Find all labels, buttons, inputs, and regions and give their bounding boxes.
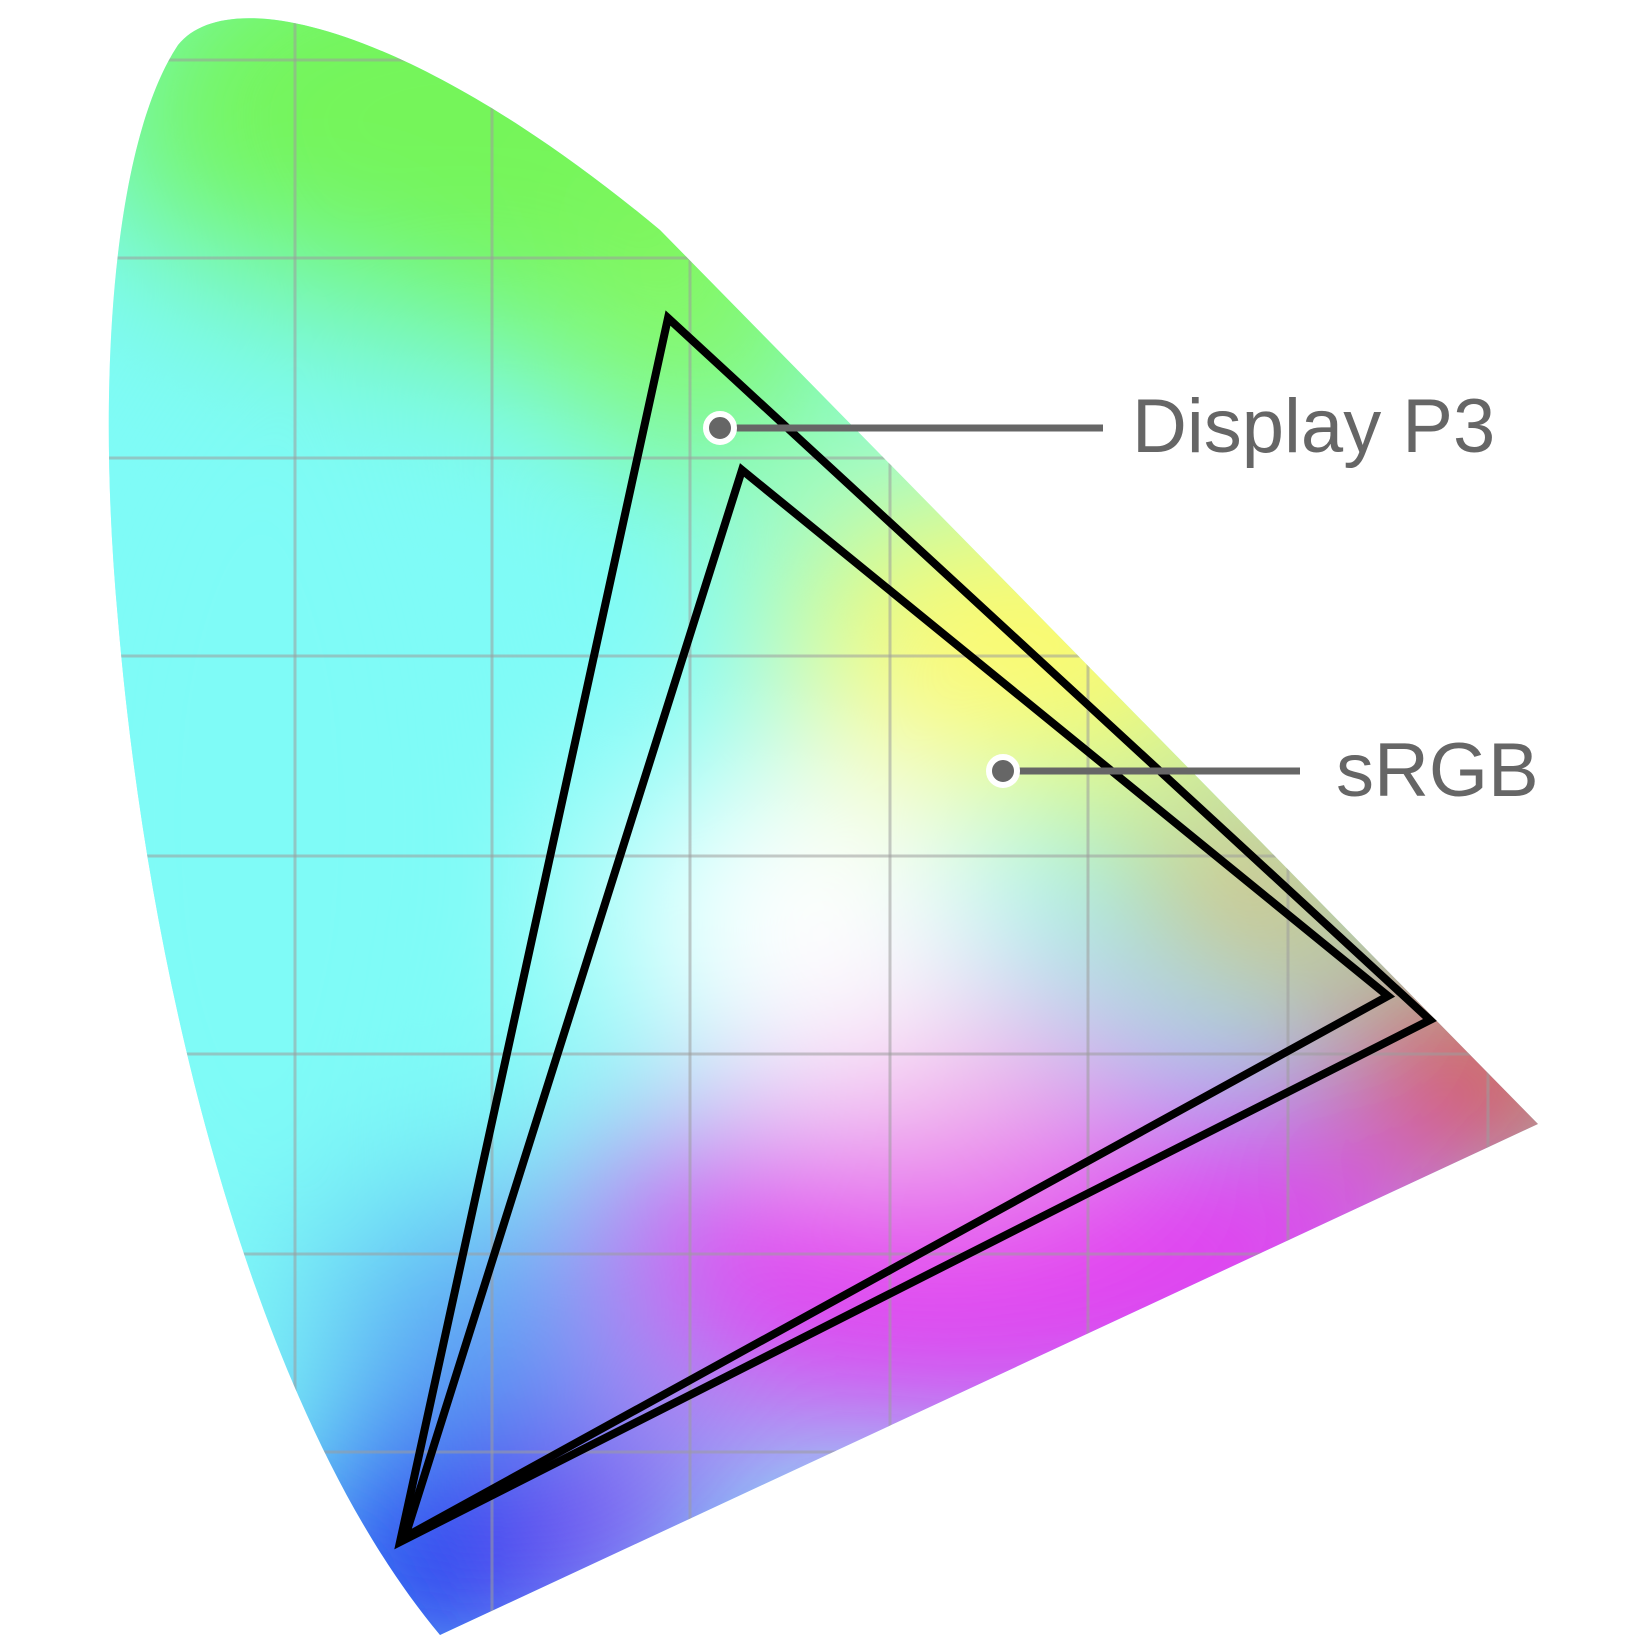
cyan-region [108,300,520,1340]
display-p3-label: Display P3 [1132,384,1495,469]
sky-blue-region [310,1200,650,1440]
display-p3-leader-dot [703,411,737,445]
red-region [1330,970,1539,1190]
srgb-gamut-triangle [398,463,1396,1546]
white-point-region [610,750,990,1090]
srgb-label: sRGB [1336,728,1539,813]
srgb-leader-dot [986,754,1020,788]
display-p3-callout: Display P3 [703,384,1495,469]
green-edge-region [550,200,850,460]
srgb-callout: sRGB [986,728,1539,813]
display-p3-gamut-triangle [394,310,1437,1550]
